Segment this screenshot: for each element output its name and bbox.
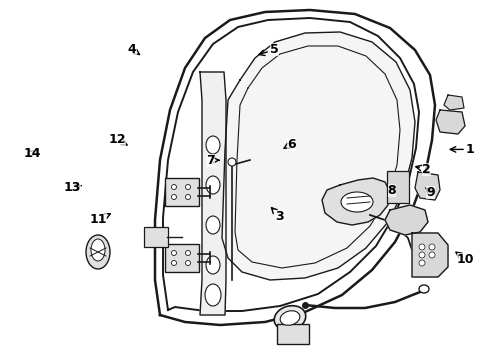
Ellipse shape [419,252,425,258]
Polygon shape [322,178,390,225]
Polygon shape [415,172,440,200]
FancyBboxPatch shape [165,178,199,206]
Text: 11: 11 [89,213,110,226]
Text: 4: 4 [128,43,140,56]
Ellipse shape [186,251,191,256]
FancyBboxPatch shape [277,324,309,344]
Polygon shape [412,233,448,277]
Ellipse shape [172,185,176,189]
Polygon shape [200,72,226,315]
Ellipse shape [419,244,425,250]
Text: 9: 9 [426,186,435,199]
Text: 13: 13 [64,181,81,194]
Ellipse shape [274,306,306,330]
Text: 6: 6 [284,138,296,150]
Text: 3: 3 [271,208,284,222]
Text: 12: 12 [109,133,127,146]
Ellipse shape [280,311,300,325]
Ellipse shape [429,244,435,250]
Polygon shape [163,18,419,311]
Ellipse shape [186,194,191,199]
Text: 1: 1 [450,143,475,156]
Polygon shape [385,205,428,235]
Ellipse shape [172,261,176,266]
Ellipse shape [429,252,435,258]
Ellipse shape [206,136,220,154]
Polygon shape [222,32,415,280]
Text: 8: 8 [388,184,396,197]
Text: 10: 10 [456,252,474,266]
Ellipse shape [186,185,191,189]
Polygon shape [444,95,464,110]
Ellipse shape [206,176,220,194]
Text: 14: 14 [23,147,41,159]
Text: 5: 5 [259,43,279,56]
Ellipse shape [186,261,191,266]
Ellipse shape [206,216,220,234]
FancyBboxPatch shape [387,171,409,203]
Polygon shape [436,110,465,134]
Ellipse shape [172,251,176,256]
Ellipse shape [205,284,221,306]
Ellipse shape [206,256,220,274]
Ellipse shape [172,194,176,199]
Ellipse shape [419,260,425,266]
Ellipse shape [419,285,429,293]
Polygon shape [155,10,435,325]
Text: 2: 2 [416,163,431,176]
Ellipse shape [91,239,105,261]
FancyBboxPatch shape [144,227,168,247]
FancyBboxPatch shape [165,244,199,272]
Text: 7: 7 [206,154,219,167]
Ellipse shape [86,235,110,269]
Ellipse shape [341,192,373,212]
Ellipse shape [228,158,236,166]
